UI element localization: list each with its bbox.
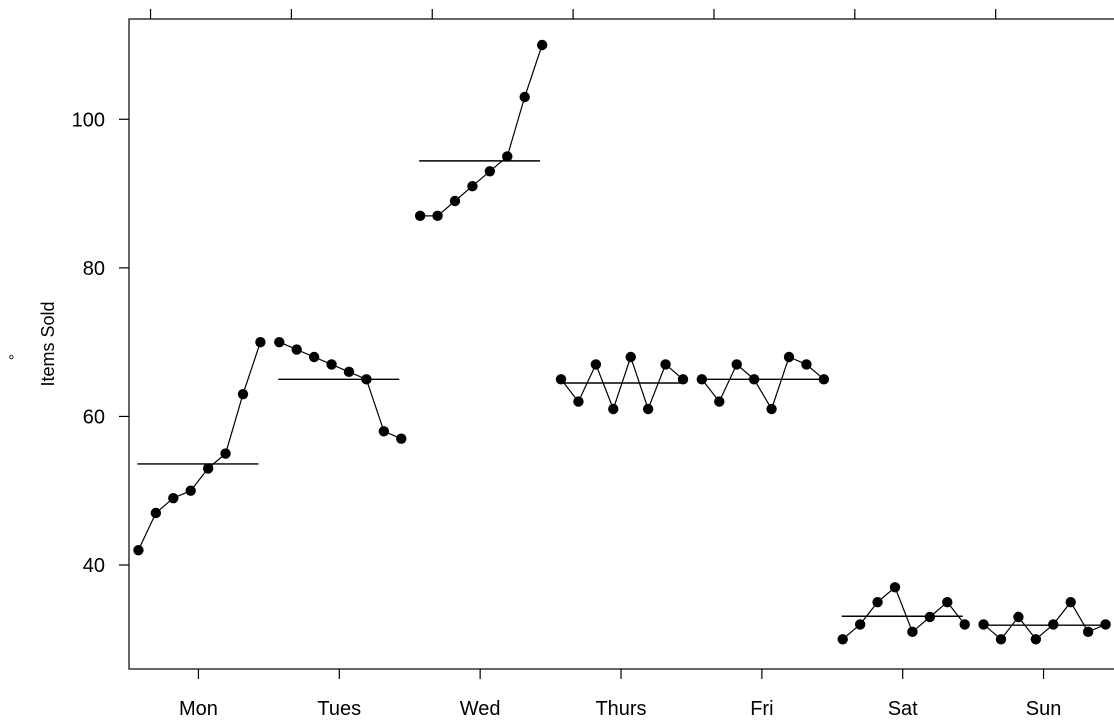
data-point-mon	[237, 388, 249, 400]
data-point-mon	[220, 448, 231, 459]
data-point-thurs	[660, 359, 671, 370]
y-tick-label: 80	[83, 258, 105, 280]
data-point-tues	[308, 351, 320, 363]
data-point-thurs	[555, 374, 567, 385]
series-line-sat	[842, 586, 966, 640]
data-point-sat	[854, 619, 866, 630]
series-line-tues	[279, 341, 402, 440]
data-point-mon	[185, 485, 196, 496]
data-point-tues	[326, 359, 337, 370]
data-point-sat	[942, 596, 953, 608]
y-axis-title: Items Sold	[38, 301, 58, 386]
data-point-tues	[291, 344, 302, 355]
x-tick-label: Tues	[317, 698, 361, 720]
data-point-thurs	[677, 374, 689, 385]
y-tick-label: 60	[83, 406, 105, 428]
data-point-mon	[168, 492, 179, 504]
data-point-wed	[414, 210, 426, 222]
x-tick-label: Fri	[750, 698, 773, 720]
data-point-thurs	[590, 359, 602, 370]
data-point-sat	[907, 626, 918, 638]
data-point-sat	[959, 619, 970, 630]
data-point-wed	[502, 151, 513, 162]
x-tick-label: Sun	[1026, 698, 1062, 720]
data-point-tues	[274, 336, 285, 348]
data-point-thurs	[625, 351, 636, 363]
data-point-sun	[1048, 619, 1059, 630]
data-point-wed	[484, 166, 496, 177]
data-point-sun	[1082, 626, 1094, 638]
mean-lines	[137, 160, 1104, 626]
data-point-wed	[449, 195, 461, 207]
data-point-sun	[1065, 596, 1076, 608]
x-tick-label: Mon	[179, 698, 218, 720]
data-point-fri	[766, 403, 777, 415]
x-tick-label: Wed	[460, 698, 501, 720]
y-axis-glyph-text: °	[7, 354, 24, 360]
data-point-wed	[536, 39, 548, 51]
data-point-thurs	[642, 403, 654, 415]
data-point-tues	[343, 366, 355, 378]
data-point-wed	[519, 91, 530, 103]
data-point-fri	[714, 396, 725, 407]
y-axis: 40 60 80 100	[72, 109, 129, 577]
y-axis-glyph: °	[7, 354, 24, 360]
data-point-wed	[467, 180, 478, 192]
data-point-thurs	[608, 403, 619, 415]
y-tick-label: 40	[83, 555, 105, 577]
data-point-fri	[748, 374, 760, 385]
data-point-mon	[133, 544, 144, 556]
x-axis: Mon Tues Wed Thurs Fri Sat Sun	[179, 669, 1061, 720]
data-point-sun	[1030, 634, 1042, 645]
data-point-fri	[731, 359, 742, 370]
data-point-sat	[872, 596, 883, 608]
data-point-fri	[801, 359, 812, 370]
x-tick-label: Thurs	[595, 698, 646, 720]
data-point-sat	[924, 611, 936, 623]
data-point-mon	[255, 336, 266, 348]
series-line-mon	[137, 341, 261, 551]
data-point-tues	[361, 374, 372, 385]
y-tick-label: 100	[72, 109, 105, 131]
data-point-tues	[396, 433, 407, 444]
data-point-fri	[696, 374, 708, 385]
series-line-wed	[420, 44, 543, 217]
data-point-sat	[889, 582, 901, 593]
top-tick-marks	[149, 9, 997, 19]
data-point-sat	[837, 634, 848, 645]
data-point-sun	[1100, 619, 1111, 630]
data-point-fri	[783, 351, 795, 363]
data-point-thurs	[573, 396, 584, 407]
x-tick-label: Sat	[888, 698, 918, 720]
data-point-mon	[150, 507, 162, 519]
data-point-wed	[432, 210, 443, 222]
data-point-sun	[978, 619, 989, 630]
data-point-mon	[202, 463, 214, 474]
series-line-thurs	[560, 355, 684, 411]
y-axis-title-text: Items Sold	[38, 301, 58, 386]
data-points	[133, 39, 1111, 645]
data-point-sun	[995, 634, 1007, 645]
data-point-sun	[1013, 611, 1024, 623]
data-point-tues	[378, 426, 390, 437]
plot-frame	[128, 18, 1114, 670]
data-point-fri	[818, 374, 830, 385]
